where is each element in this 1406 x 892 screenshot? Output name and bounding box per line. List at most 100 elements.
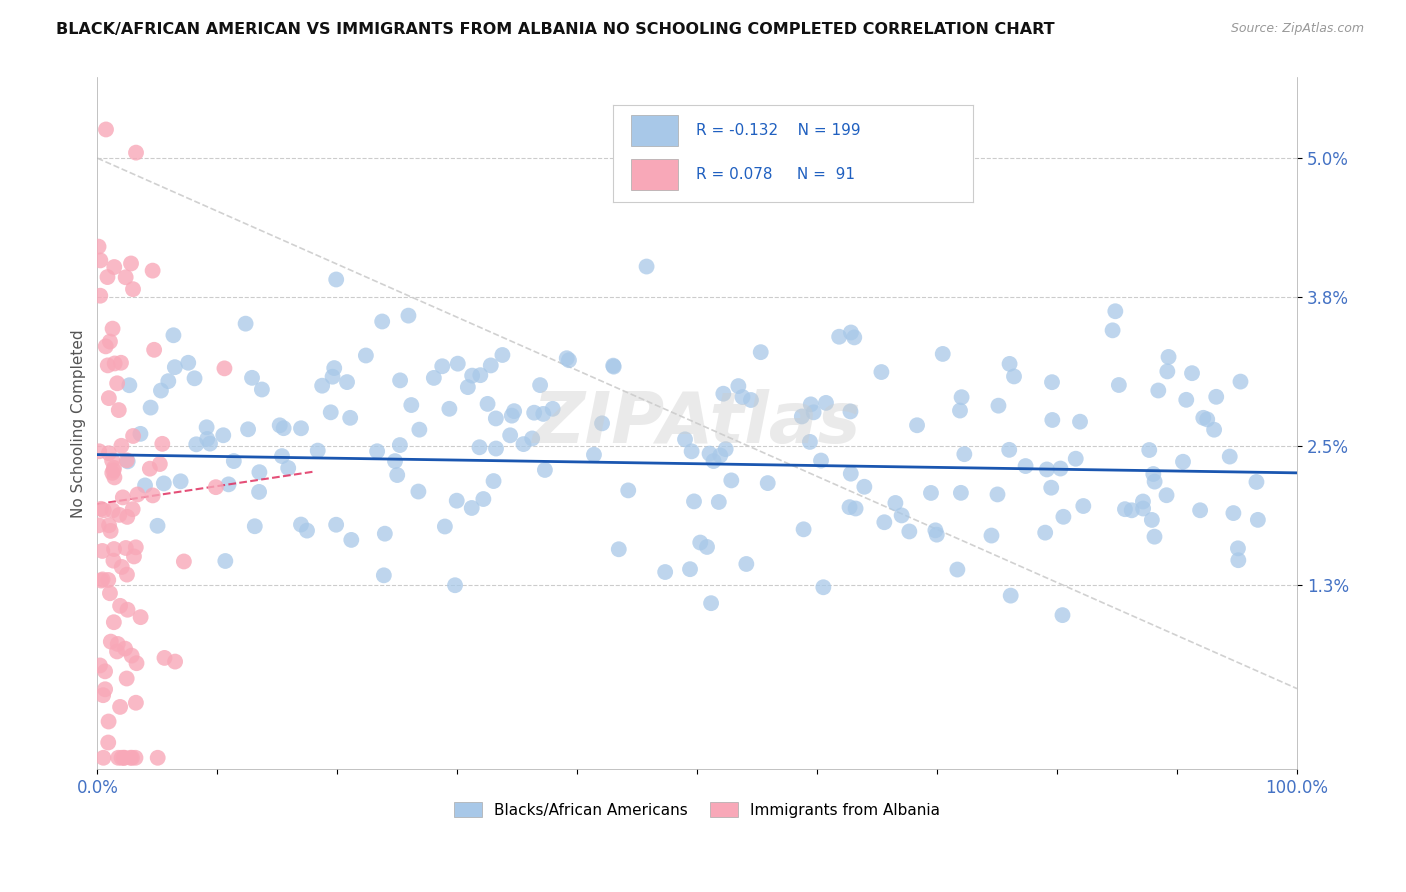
Point [235,317,257,331]
Point [1157,350,1180,364]
Point [214,361,236,376]
Point [1101,323,1123,337]
Point [112,751,135,765]
Point [101,503,124,517]
Point [105,644,128,658]
Point [290,517,312,532]
Point [108,599,131,613]
Point [980,528,1002,542]
Point [366,444,388,458]
Point [98,334,121,349]
Point [114,270,136,285]
Point [120,751,142,765]
Point [396,309,419,323]
Point [112,751,135,765]
Point [1181,366,1204,380]
Point [541,401,564,416]
Point [1246,475,1268,489]
Point [800,397,823,411]
Point [408,484,430,499]
Point [810,453,832,467]
Text: ZIPAtlas: ZIPAtlas [533,389,862,458]
Point [122,549,145,564]
Point [870,365,893,379]
Point [87,239,110,253]
Point [703,454,725,468]
Point [311,378,333,392]
Point [673,433,696,447]
Point [108,508,131,522]
Point [1002,369,1025,384]
Point [1071,499,1094,513]
Point [499,428,522,442]
Point [735,557,758,571]
Point [998,442,1021,457]
Point [1205,390,1227,404]
Point [1000,589,1022,603]
Point [139,461,162,475]
Point [512,437,534,451]
Point [799,434,821,449]
Point [828,330,851,344]
Point [582,448,605,462]
Point [457,380,479,394]
Point [884,496,907,510]
Point [1219,450,1241,464]
Point [111,560,134,574]
Point [117,509,139,524]
Point [949,403,972,417]
Point [212,428,235,442]
Point [103,463,125,477]
Point [101,466,124,480]
Point [607,542,630,557]
Point [157,374,180,388]
Point [1204,423,1226,437]
Point [1140,513,1163,527]
Point [271,449,294,463]
Point [90,501,112,516]
Point [636,260,658,274]
Point [117,454,139,468]
Point [503,404,526,418]
Point [689,535,711,549]
Point [93,751,115,765]
Point [470,368,492,383]
Point [143,343,166,357]
Point [107,751,129,765]
Point [125,656,148,670]
Point [218,477,240,491]
Point [142,488,165,502]
Point [91,573,114,587]
Point [307,443,329,458]
Point [103,470,125,484]
Point [125,696,148,710]
Point [153,476,176,491]
Point [89,658,111,673]
Point [277,461,299,475]
Point [987,399,1010,413]
Point [122,282,145,296]
Point [243,519,266,533]
Point [727,379,749,393]
Text: BLACK/AFRICAN AMERICAN VS IMMIGRANTS FROM ALBANIA NO SCHOOLING COMPLETED CORRELA: BLACK/AFRICAN AMERICAN VS IMMIGRANTS FRO… [56,22,1054,37]
Point [1052,608,1074,623]
Point [756,476,779,491]
Point [1192,410,1215,425]
Point [529,378,551,392]
Point [162,328,184,343]
Point [354,349,377,363]
Point [681,444,703,458]
Point [1132,501,1154,516]
Point [845,501,868,516]
Point [94,339,117,353]
Point [247,484,270,499]
Point [325,517,347,532]
Point [699,447,721,461]
Point [153,651,176,665]
Point [558,353,581,368]
Point [104,356,127,370]
Point [129,426,152,441]
Point [97,573,120,587]
Point [1040,481,1063,495]
Point [814,396,837,410]
